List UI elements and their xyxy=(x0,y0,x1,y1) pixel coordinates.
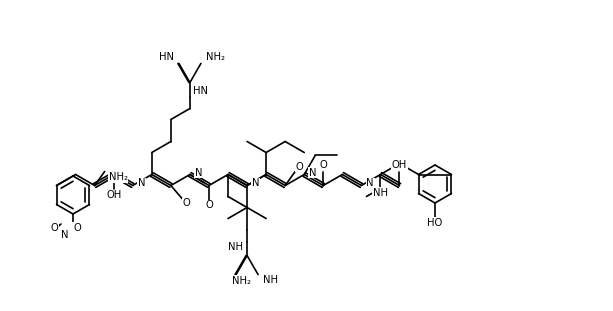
Text: O: O xyxy=(319,160,327,170)
Text: OH: OH xyxy=(106,191,121,201)
Text: NH₂: NH₂ xyxy=(232,276,251,285)
Text: N: N xyxy=(309,168,317,178)
Text: N: N xyxy=(195,168,202,178)
Text: N: N xyxy=(252,179,259,188)
Text: NH: NH xyxy=(373,188,388,197)
Text: O: O xyxy=(205,201,213,211)
Text: N: N xyxy=(61,230,69,240)
Text: NH: NH xyxy=(228,243,243,253)
Text: OH: OH xyxy=(392,160,407,170)
Text: O: O xyxy=(73,223,81,233)
Text: O: O xyxy=(295,161,303,171)
Text: NH: NH xyxy=(263,275,278,285)
Text: O: O xyxy=(183,198,191,208)
Text: N: N xyxy=(367,179,374,188)
Text: NH₂: NH₂ xyxy=(206,53,225,63)
Text: N: N xyxy=(138,179,145,188)
Text: HO: HO xyxy=(427,218,443,228)
Text: O: O xyxy=(50,223,58,233)
Text: NH₂: NH₂ xyxy=(109,173,128,183)
Text: HN: HN xyxy=(159,53,174,63)
Text: HN: HN xyxy=(193,86,208,95)
